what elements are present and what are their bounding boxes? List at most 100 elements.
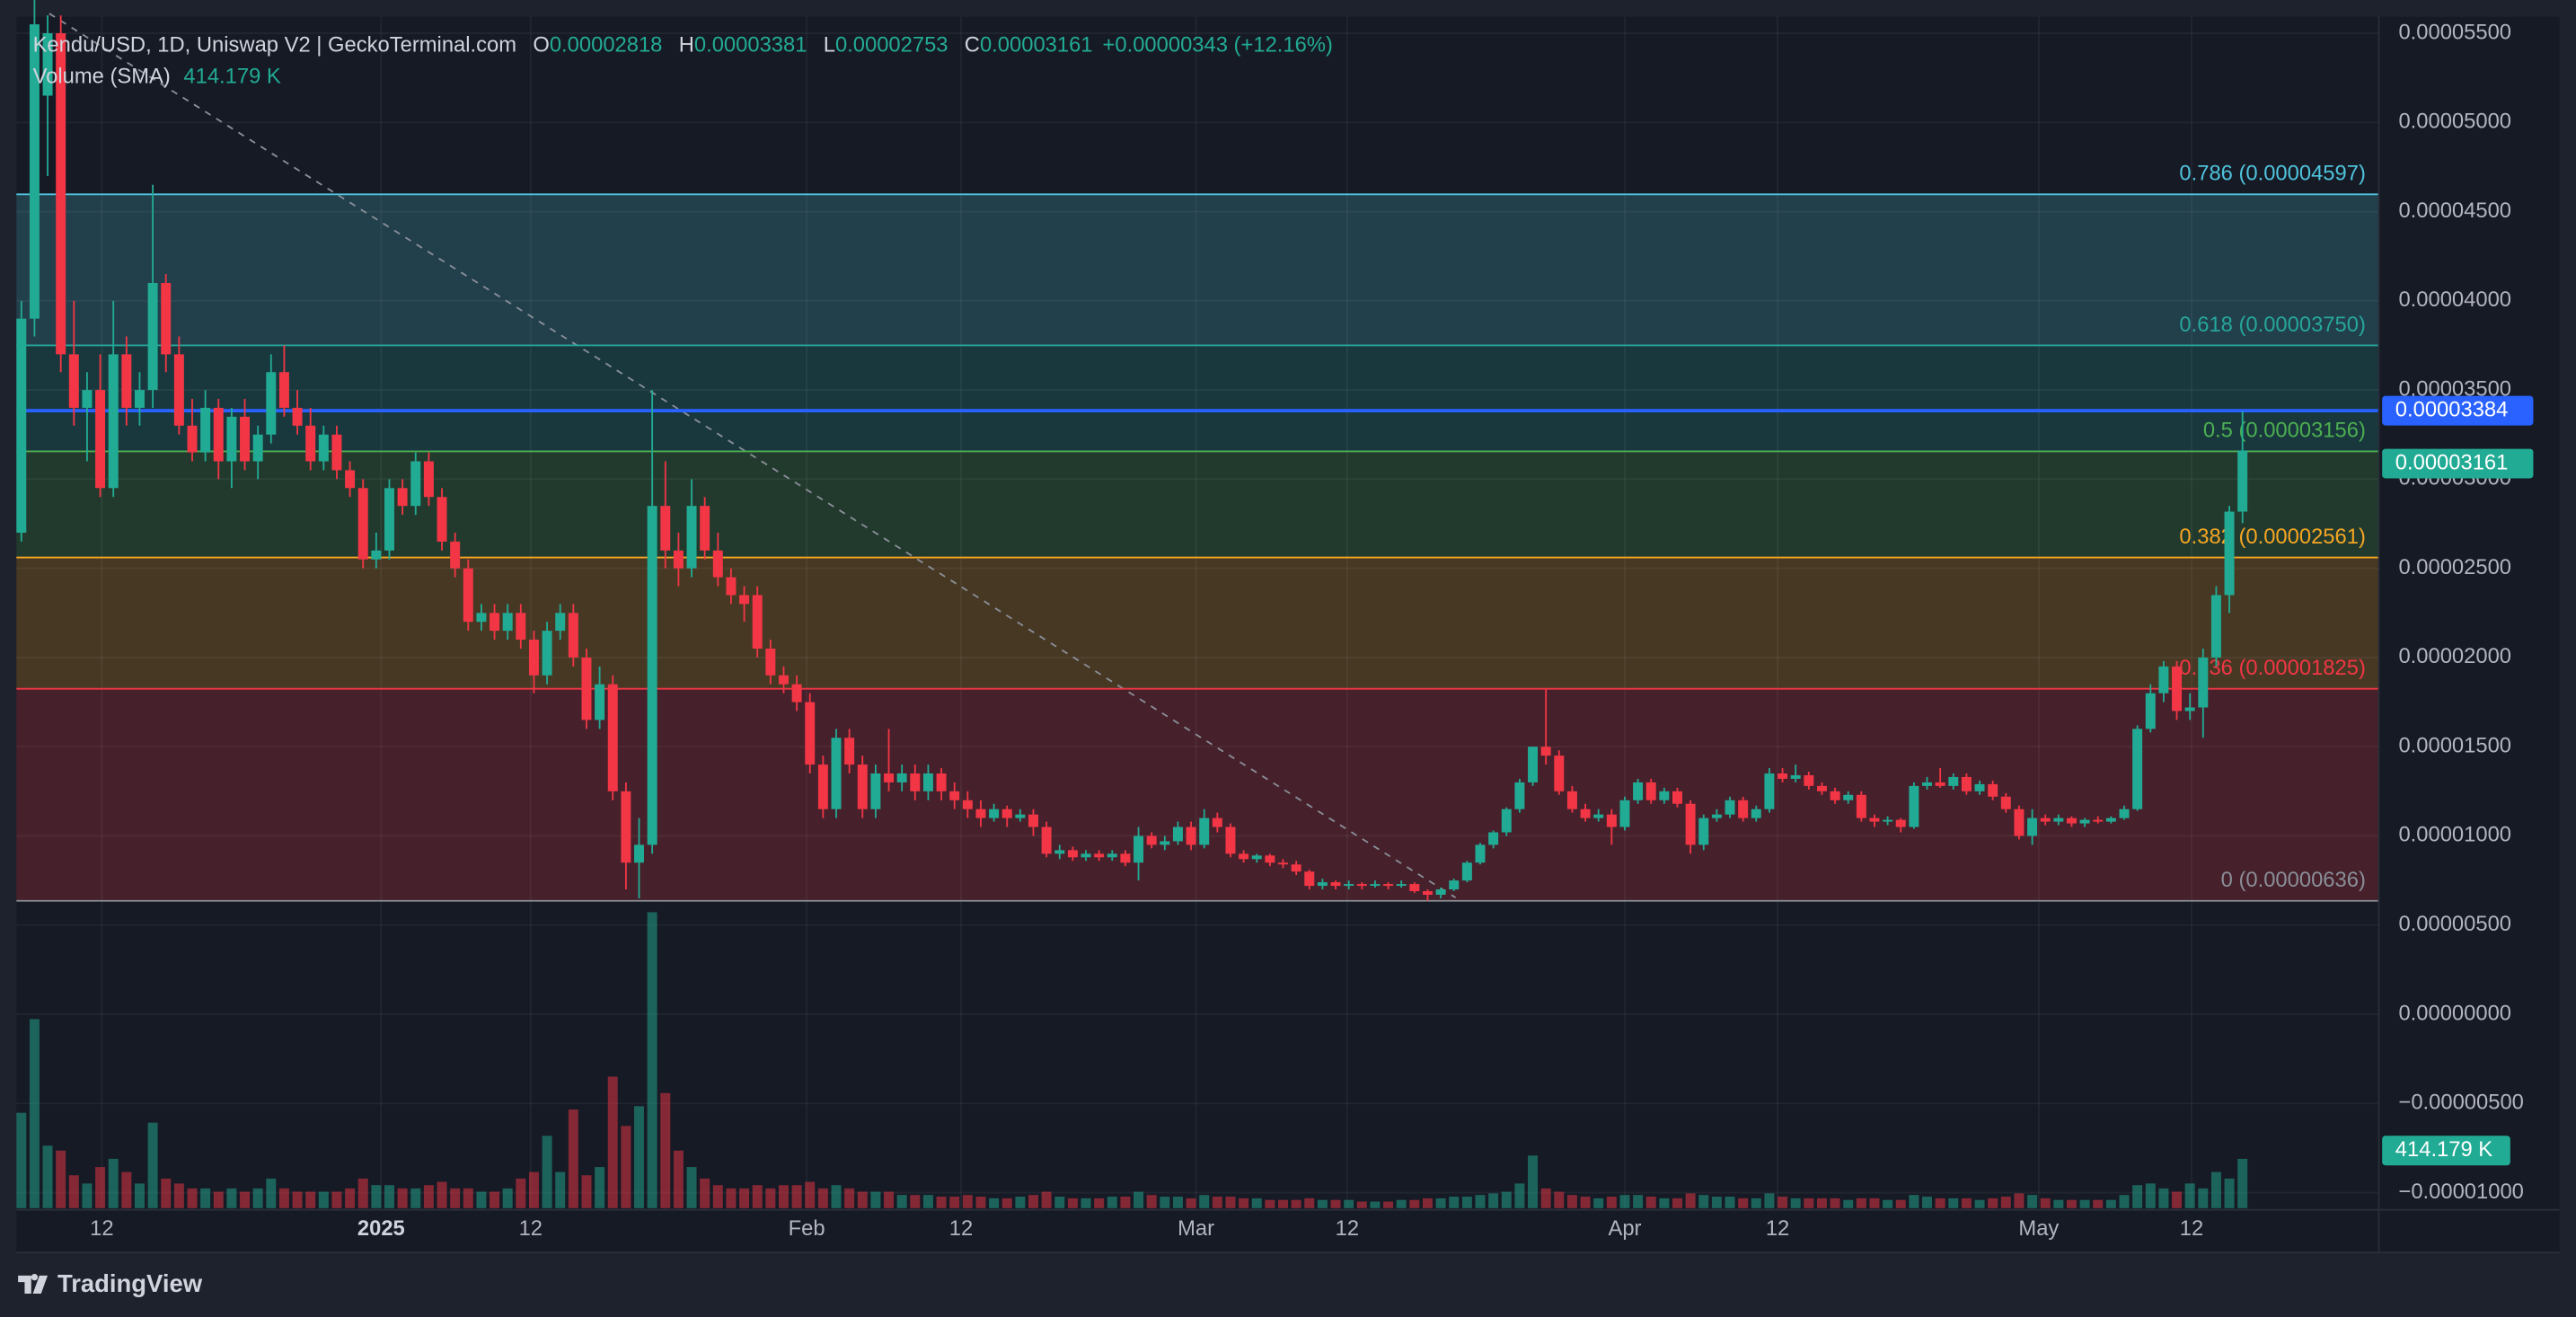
x-tick-label: 12 bbox=[519, 1216, 543, 1241]
fib-label: 0 (0.00000636) bbox=[2221, 868, 2366, 892]
volume-bar bbox=[555, 1171, 566, 1208]
volume-bar bbox=[68, 1175, 79, 1208]
volume-bar bbox=[1225, 1197, 1236, 1208]
volume-bar bbox=[450, 1188, 461, 1208]
candle-body bbox=[2000, 796, 2011, 809]
volume-bar bbox=[1186, 1198, 1196, 1208]
candle-body bbox=[437, 497, 447, 542]
volume-bar bbox=[397, 1188, 408, 1208]
volume-tag-bg bbox=[2382, 1136, 2510, 1166]
volume-bar bbox=[1645, 1197, 1656, 1208]
candle-body bbox=[2079, 819, 2090, 824]
candle-body bbox=[1528, 747, 1539, 782]
volume-bar bbox=[2198, 1188, 2209, 1208]
x-tick-label: 12 bbox=[90, 1216, 113, 1241]
x-tick-label: May bbox=[2018, 1216, 2059, 1241]
candle-body bbox=[884, 773, 895, 782]
candle-body bbox=[1067, 850, 1078, 858]
y-tick-label: 0.00001500 bbox=[2398, 733, 2511, 757]
candle-body bbox=[1107, 853, 1117, 858]
volume-bar bbox=[371, 1185, 382, 1208]
candle-body bbox=[1265, 855, 1275, 863]
candle-body bbox=[844, 738, 855, 765]
volume-bar bbox=[1356, 1201, 1367, 1208]
candle-body bbox=[1988, 783, 1998, 797]
y-tick-label: 0.00004000 bbox=[2398, 287, 2511, 312]
x-tick-label: 2025 bbox=[357, 1216, 405, 1241]
volume-bar bbox=[384, 1185, 394, 1208]
candle-body bbox=[213, 407, 224, 462]
candle-body bbox=[331, 434, 342, 471]
volume-bar bbox=[1869, 1198, 1880, 1208]
volume-bar bbox=[1935, 1198, 1945, 1208]
volume-bar bbox=[739, 1188, 750, 1208]
volume-bar bbox=[1370, 1201, 1381, 1208]
volume-bar bbox=[1922, 1197, 1932, 1208]
volume-bar bbox=[1685, 1193, 1696, 1208]
volume-bar bbox=[1409, 1199, 1420, 1208]
candle-body bbox=[318, 434, 329, 462]
volume-bar bbox=[1659, 1198, 1670, 1208]
candle-body bbox=[371, 550, 382, 560]
volume-bar bbox=[1698, 1195, 1709, 1208]
volume-bar bbox=[1120, 1197, 1131, 1208]
volume-value: 414.179 K bbox=[183, 65, 281, 89]
volume-bar bbox=[1239, 1198, 1249, 1208]
candle-body bbox=[2158, 666, 2169, 694]
volume-bar bbox=[831, 1185, 842, 1208]
volume-bar bbox=[95, 1167, 106, 1208]
candle-body bbox=[2027, 818, 2038, 836]
candle-body bbox=[1909, 785, 1919, 827]
volume-bar bbox=[1160, 1197, 1170, 1208]
fib-label: 0.5 (0.00003156) bbox=[2203, 419, 2366, 443]
legend-value: 0.00002818 bbox=[550, 33, 663, 57]
candle-body bbox=[1028, 814, 1038, 827]
volume-bar bbox=[2027, 1195, 2038, 1208]
volume-bar bbox=[213, 1191, 224, 1208]
candle-body bbox=[1225, 826, 1236, 854]
candle-body bbox=[647, 506, 657, 845]
volume-bar bbox=[2224, 1178, 2235, 1208]
axes: 0.00005500 0.00005000 0.00004500 0.00004000… bbox=[90, 20, 2534, 1241]
volume-bar bbox=[1738, 1198, 1749, 1208]
volume-bar bbox=[1475, 1195, 1486, 1208]
candle-body bbox=[2105, 818, 2116, 822]
volume-bar bbox=[1778, 1197, 1788, 1208]
volume-bar bbox=[595, 1167, 605, 1208]
volume-bar bbox=[437, 1181, 447, 1208]
candle-body bbox=[173, 354, 184, 426]
candle-body bbox=[1501, 809, 1512, 833]
candle-body bbox=[450, 541, 461, 569]
volume-bar bbox=[1435, 1198, 1446, 1208]
candle-body bbox=[476, 613, 487, 623]
volume-bar bbox=[1054, 1197, 1065, 1208]
volume-bar bbox=[791, 1185, 802, 1208]
volume-bar bbox=[962, 1195, 973, 1208]
candle-body bbox=[1081, 853, 1091, 858]
candle-body bbox=[910, 773, 921, 791]
candle-body bbox=[1725, 800, 1735, 815]
volume-bar bbox=[660, 1092, 671, 1208]
volume-bar bbox=[752, 1185, 763, 1208]
volume-bar bbox=[305, 1191, 316, 1208]
fib-label: 0.618 (0.00003750) bbox=[2179, 313, 2365, 337]
candle-body bbox=[226, 416, 237, 462]
candle-body bbox=[16, 318, 27, 533]
candle-body bbox=[187, 425, 198, 453]
volume-bar bbox=[712, 1185, 723, 1208]
volume-bar bbox=[1843, 1199, 1854, 1208]
volume-bar bbox=[134, 1183, 145, 1208]
horizontal-line-tag: 0.00003384 bbox=[2395, 397, 2509, 421]
candle-body bbox=[384, 488, 394, 551]
candle-body bbox=[1935, 782, 1945, 786]
volume-bar bbox=[1107, 1197, 1117, 1208]
volume-bar bbox=[2145, 1183, 2156, 1208]
volume-bar bbox=[121, 1171, 132, 1208]
candle-body bbox=[765, 648, 776, 676]
volume-bar bbox=[1265, 1199, 1275, 1208]
y-tick-label: 0.00002000 bbox=[2398, 644, 2511, 668]
volume-bar bbox=[1514, 1183, 1525, 1208]
volume-bar bbox=[1028, 1195, 1038, 1208]
volume-bar bbox=[1528, 1155, 1539, 1208]
